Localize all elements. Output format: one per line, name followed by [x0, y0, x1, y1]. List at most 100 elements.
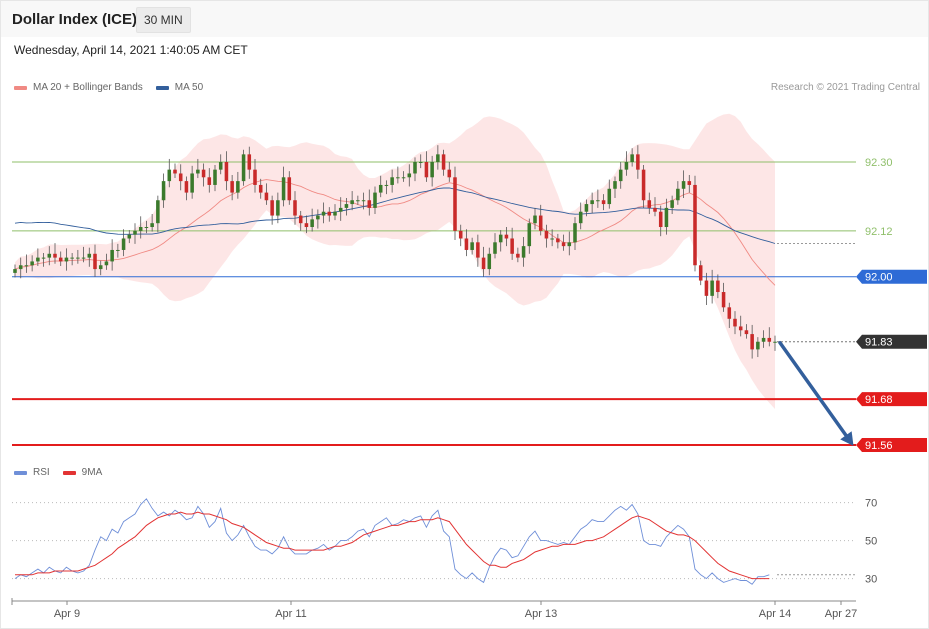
x-tick-label: Apr 11 — [275, 608, 307, 620]
candle — [767, 337, 772, 342]
candle — [304, 223, 309, 228]
copyright-text: Research © 2021 Trading Central — [770, 82, 920, 93]
candle — [116, 249, 120, 251]
ma50-line — [14, 187, 776, 244]
candle — [744, 330, 749, 335]
candle — [378, 184, 383, 193]
level-label-91.83: 91.83 — [865, 337, 893, 349]
candle — [470, 242, 474, 250]
candle — [110, 249, 114, 262]
candle — [247, 154, 252, 170]
candle — [230, 181, 234, 193]
legend-swatch-9ma — [62, 470, 76, 475]
candle — [298, 215, 303, 224]
level-label-91.68: 91.68 — [865, 394, 893, 406]
interval-button[interactable]: 30 MIN — [136, 7, 191, 33]
level-label-92.30: 92.30 — [865, 157, 893, 169]
candle — [641, 169, 646, 201]
candle — [87, 253, 92, 258]
candle — [138, 227, 143, 231]
chart-header: Dollar Index (ICE) 30 MIN — [1, 1, 928, 37]
candle — [750, 334, 754, 350]
candle — [184, 181, 189, 193]
candle — [733, 318, 737, 327]
candle — [150, 223, 154, 228]
candle — [396, 177, 400, 179]
candle — [658, 211, 663, 228]
candle — [561, 242, 566, 247]
level-lines-layer: 92.30 92.12 92.00 91.83 91.68 91.56 — [12, 157, 927, 452]
candle — [30, 261, 34, 266]
candle — [498, 234, 503, 243]
candle — [18, 265, 23, 270]
candle — [504, 234, 509, 239]
price-legend: MA 20 + Bollinger Bands MA 50 — [14, 82, 216, 93]
candle — [81, 257, 86, 259]
candles-layer — [13, 145, 777, 359]
candle — [624, 162, 629, 170]
candle — [241, 154, 246, 182]
x-axis: Apr 9 Apr 11 Apr 13 Apr 14 Apr 27 — [11, 598, 857, 620]
candle — [687, 181, 692, 185]
candle — [276, 200, 280, 216]
level-label-92.12: 92.12 — [865, 226, 893, 238]
legend-label-rsi: RSI — [33, 467, 50, 478]
legend-swatch-ma20 — [14, 85, 27, 90]
candle — [47, 253, 52, 258]
candle — [287, 177, 292, 201]
candle — [361, 200, 366, 202]
candle — [418, 162, 423, 163]
candle — [441, 154, 446, 170]
candle — [144, 227, 149, 229]
rsi-legend: RSI 9MA — [14, 467, 115, 478]
candle — [653, 207, 657, 212]
candle — [527, 223, 532, 247]
instrument-title: Dollar Index (ICE) — [12, 11, 138, 28]
rsi-layer: 70 50 30 — [12, 498, 877, 586]
candle — [293, 200, 297, 216]
candle — [573, 223, 577, 243]
candle — [224, 162, 229, 182]
candle — [458, 230, 463, 239]
candle — [464, 238, 469, 250]
candle — [556, 238, 560, 243]
candle — [338, 207, 343, 212]
candle — [178, 173, 183, 182]
candle — [121, 238, 126, 250]
candle — [327, 211, 332, 216]
candle — [190, 173, 194, 193]
forecast-arrow-head — [840, 431, 854, 446]
legend-item-ma50: MA 50 — [155, 82, 203, 93]
candle — [356, 200, 360, 202]
timestamp: Wednesday, April 14, 2021 1:40:05 AM CET — [14, 43, 248, 57]
candle — [481, 257, 486, 270]
candle — [773, 341, 777, 343]
candle — [58, 257, 63, 262]
candle — [493, 242, 497, 254]
forecast-arrow-shaft — [778, 340, 852, 443]
candle — [670, 200, 674, 208]
candle — [264, 192, 269, 201]
candle — [407, 173, 412, 178]
candle — [596, 200, 600, 202]
candle — [716, 280, 720, 293]
candle — [584, 204, 589, 212]
candle — [647, 200, 652, 208]
candle — [207, 177, 212, 185]
rsi-tick-label: 50 — [865, 536, 877, 548]
level-label-box-91.68 — [856, 392, 927, 407]
candle — [333, 211, 337, 216]
candle — [196, 169, 200, 174]
candle — [453, 177, 457, 231]
candle — [13, 269, 17, 273]
candle — [98, 265, 103, 270]
rsi-series-9ma — [15, 511, 770, 580]
candle — [413, 162, 417, 174]
candle — [710, 280, 714, 296]
candle — [373, 192, 377, 208]
candle — [316, 215, 320, 220]
level-label-92.00: 92.00 — [865, 272, 893, 284]
candle — [344, 204, 349, 208]
level-label-91.56: 91.56 — [865, 440, 893, 452]
